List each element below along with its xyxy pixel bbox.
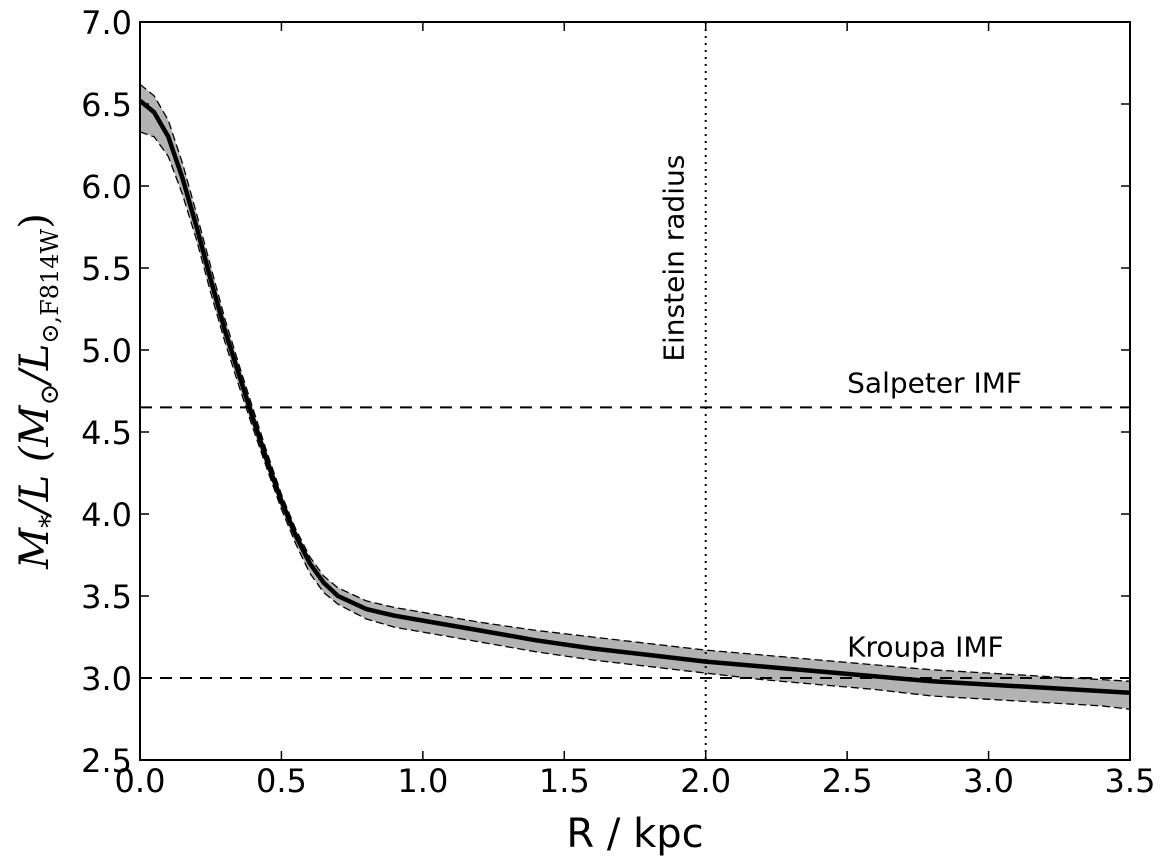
band-upper-edge: [139, 83, 1131, 682]
hline-label-1: Kroupa IMF: [847, 631, 1004, 664]
vline-label-0: Einstein radius: [658, 155, 691, 362]
series-line: [138, 98, 1131, 696]
x-axis-label: R / kpc: [566, 811, 703, 857]
y-axis-label-mid2: /L: [12, 344, 58, 388]
y-tick-label-6: 5.5: [81, 250, 132, 288]
y-axis-label-m: M: [12, 527, 58, 570]
labels-layer: Salpeter IMF Kroupa IMF Einstein radius 0.0…: [81, 4, 1155, 800]
y-tick-label-7: 6.0: [81, 168, 132, 206]
x-tick-label-2: 1.0: [397, 762, 448, 800]
uncertainty-band-layer: [139, 83, 1131, 710]
y-axis-label-close: ): [12, 213, 58, 229]
y-axis-label-sun2: ⊙,F814W: [36, 228, 64, 343]
x-tick-label-1: 0.5: [256, 762, 307, 800]
reference-lines-layer: [140, 22, 1130, 760]
x-tick-label-3: 1.5: [539, 762, 590, 800]
y-axis-label-star: *: [35, 515, 65, 528]
x-tick-label-5: 2.5: [822, 762, 873, 800]
y-tick-label-3: 4.0: [81, 496, 132, 534]
band-lower-edge: [139, 131, 1131, 710]
y-tick-label-4: 4.5: [81, 414, 132, 452]
x-tick-label-7: 3.5: [1105, 762, 1156, 800]
plot-frame: [139, 21, 1131, 761]
y-tick-label-0: 2.5: [81, 742, 132, 780]
x-tick-label-0: 0.0: [115, 762, 166, 800]
y-axis-label-sun1: ⊙: [35, 384, 65, 406]
y-tick-label-8: 6.5: [81, 86, 132, 124]
y-axis-label: M*/L (M⊙/L⊙,F814W): [12, 213, 65, 570]
x-tick-label-4: 2.0: [680, 762, 731, 800]
data-line-layer: [138, 98, 1131, 696]
x-tick-label-6: 3.0: [963, 762, 1014, 800]
y-axis-label-mid: /L (M: [12, 404, 58, 518]
hline-label-0: Salpeter IMF: [847, 367, 1022, 400]
ticks-layer: [139, 21, 1131, 761]
y-tick-label-9: 7.0: [81, 4, 132, 42]
y-tick-label-5: 5.0: [81, 332, 132, 370]
y-tick-label-2: 3.5: [81, 578, 132, 616]
y-tick-label-1: 3.0: [81, 660, 132, 698]
